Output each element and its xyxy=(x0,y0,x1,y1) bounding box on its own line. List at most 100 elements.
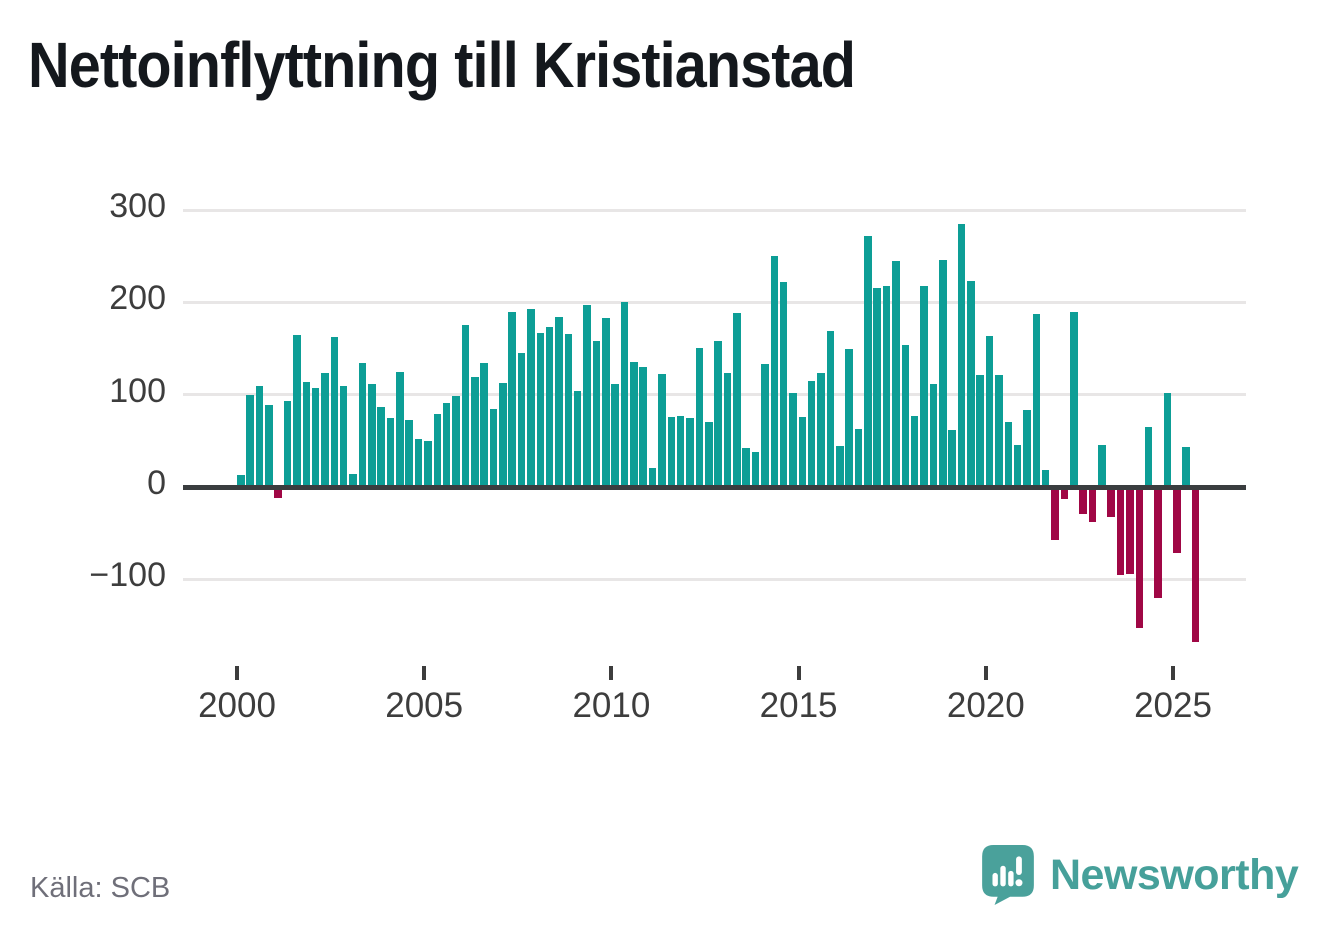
x-axis-label-2005: 2005 xyxy=(385,686,464,725)
bar-2012-q4 xyxy=(714,341,722,487)
bar-2016-q4 xyxy=(864,235,872,487)
bar-2023-q1 xyxy=(1098,444,1106,487)
bar-2004-q4 xyxy=(414,439,423,487)
bar-2008-q1 xyxy=(536,332,545,487)
bar-2003-q1 xyxy=(349,474,357,487)
bar-2005-q3 xyxy=(442,403,451,487)
bar-2024-q4 xyxy=(1163,392,1172,487)
bar-2019-q3 xyxy=(967,281,975,487)
x-axis-zero-line xyxy=(183,484,1246,490)
bar-2008-q4 xyxy=(564,333,573,487)
bar-2022-q4 xyxy=(1088,487,1097,523)
bar-2006-q3 xyxy=(480,363,488,487)
bar-2025-q1 xyxy=(1173,487,1181,553)
x-axis-label-2015: 2015 xyxy=(759,686,838,725)
x-axis-label-2000: 2000 xyxy=(198,686,276,725)
bar-2000-q4 xyxy=(265,404,273,487)
bar-2007-q1 xyxy=(499,382,507,487)
bar-2001-q4 xyxy=(302,381,311,487)
bar-2016-q3 xyxy=(854,428,863,487)
bar-2017-q4 xyxy=(901,344,910,487)
bar-2012-q3 xyxy=(705,422,713,487)
bar-2017-q2 xyxy=(882,285,891,487)
bar-2009-q2 xyxy=(583,305,591,487)
bar-2016-q2 xyxy=(845,348,853,487)
bar-2006-q1 xyxy=(461,325,470,487)
bar-2000-q1 xyxy=(237,475,245,487)
bar-2000-q3 xyxy=(255,386,264,487)
bar-2020-q4 xyxy=(1013,445,1022,487)
y-gridline-200 xyxy=(183,300,1246,304)
bar-2017-q3 xyxy=(892,260,900,487)
bar-2005-q2 xyxy=(433,414,442,487)
bar-2015-q3 xyxy=(817,373,825,487)
bar-2009-q4 xyxy=(602,318,610,487)
bar-2003-q3 xyxy=(368,383,376,487)
bar-2021-q2 xyxy=(1032,314,1041,487)
bar-2002-q4 xyxy=(339,386,348,487)
bar-2002-q1 xyxy=(311,388,320,487)
y-gridline--100 xyxy=(183,577,1246,581)
bar-2020-q3 xyxy=(1004,422,1013,487)
x-axis-tick-2010 xyxy=(609,666,614,680)
bar-2013-q2 xyxy=(733,312,741,487)
bar-2000-q2 xyxy=(246,394,254,487)
bar-2022-q2 xyxy=(1070,311,1078,487)
x-axis-label-2025: 2025 xyxy=(1134,686,1212,725)
bar-2003-q4 xyxy=(377,406,385,487)
bar-2007-q3 xyxy=(517,353,526,487)
bar-2002-q3 xyxy=(330,336,339,487)
x-axis-label-2010: 2010 xyxy=(572,686,651,725)
bar-2002-q2 xyxy=(321,373,329,487)
bar-2021-q1 xyxy=(1023,410,1031,487)
newsworthy-logo-text: Newsworthy xyxy=(1050,850,1299,899)
bar-2011-q2 xyxy=(658,374,666,487)
bar-2014-q2 xyxy=(770,256,779,487)
bar-2004-q3 xyxy=(405,419,413,487)
bar-2008-q2 xyxy=(545,327,554,487)
bar-2001-q2 xyxy=(283,401,292,487)
bar-2024-q2 xyxy=(1144,427,1153,487)
bar-2018-q4 xyxy=(939,259,947,487)
bar-2012-q1 xyxy=(686,417,694,487)
newsworthy-logo: Newsworthy xyxy=(982,845,1299,905)
bar-2014-q4 xyxy=(789,392,797,487)
bar-2013-q3 xyxy=(742,448,750,487)
bar-2011-q4 xyxy=(676,415,685,487)
bar-2006-q4 xyxy=(489,408,498,487)
bar-2015-q1 xyxy=(798,416,807,487)
bar-2015-q2 xyxy=(807,380,816,487)
bar-2006-q2 xyxy=(471,377,479,487)
bar-2024-q1 xyxy=(1135,487,1144,629)
bar-2003-q2 xyxy=(358,363,367,487)
bar-2020-q1 xyxy=(985,335,994,487)
bar-2010-q1 xyxy=(611,383,619,487)
bar-2019-q4 xyxy=(976,375,984,487)
bar-2017-q1 xyxy=(873,287,881,487)
bar-2022-q3 xyxy=(1079,487,1087,514)
source-note: Källa: SCB xyxy=(30,872,171,904)
bar-2014-q1 xyxy=(761,364,769,487)
bar-2022-q1 xyxy=(1060,487,1069,499)
bar-2004-q1 xyxy=(386,417,395,487)
x-axis-tick-2025 xyxy=(1171,666,1175,680)
bar-2023-q2 xyxy=(1107,487,1115,518)
bar-2013-q4 xyxy=(751,451,760,487)
bar-2023-q3 xyxy=(1116,487,1125,575)
bar-2001-q1 xyxy=(274,487,282,499)
bar-2014-q3 xyxy=(779,282,788,487)
x-axis-tick-2015 xyxy=(796,666,801,680)
bar-2011-q1 xyxy=(648,467,657,487)
bar-2018-q1 xyxy=(910,415,919,487)
bar-2024-q3 xyxy=(1154,487,1162,598)
bar-2010-q2 xyxy=(620,302,629,487)
bar-2018-q2 xyxy=(920,285,928,487)
bar-2010-q3 xyxy=(630,362,638,487)
bar-2009-q3 xyxy=(592,341,601,487)
bar-2011-q3 xyxy=(667,416,676,487)
bar-2007-q4 xyxy=(527,308,535,487)
y-axis-label-0: 0 xyxy=(147,464,166,502)
bar-2021-q4 xyxy=(1051,487,1059,540)
y-axis-label-100: 100 xyxy=(109,371,166,410)
